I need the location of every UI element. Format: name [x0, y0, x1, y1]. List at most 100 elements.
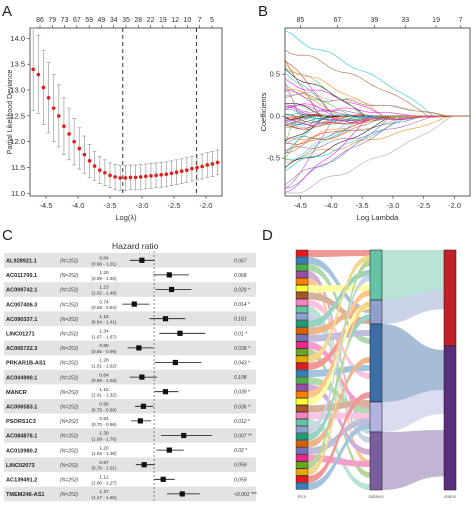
flow-left-to-middle: [308, 365, 370, 378]
lnc-node: [295, 447, 309, 455]
p-value: 0.059: [234, 463, 247, 469]
row-band: [4, 486, 256, 502]
lnc-node: [295, 412, 309, 420]
lnc-node: [295, 376, 309, 384]
ci-value: (0.99 - 1.46): [91, 276, 116, 281]
flows: [308, 250, 444, 490]
row-band: [4, 399, 256, 414]
x-tick-label: -3.5: [356, 201, 369, 210]
row-band: [4, 428, 256, 443]
hr-value: 0.80: [99, 343, 109, 349]
flow-left-to-middle: [308, 316, 370, 370]
sublev-node: [369, 323, 383, 403]
lnc-node: [295, 440, 309, 448]
axis-label-lncs: lncs: [298, 494, 307, 499]
gene-name: AC004990.1: [6, 375, 37, 381]
p-value: 0.036 *: [234, 404, 251, 410]
sample-size: (N=252): [60, 448, 79, 454]
deviance-point: [185, 168, 189, 172]
ci-value: (1.01 - 1.62): [91, 364, 116, 369]
lnc-node: [295, 313, 309, 321]
sublev-node: [369, 249, 383, 301]
top-tick-label: 7: [459, 17, 463, 24]
deviance-point: [57, 114, 61, 118]
lnc-node: [295, 334, 309, 342]
hr-square: [136, 345, 142, 351]
y-tick-label: 12.5: [10, 111, 25, 120]
hr-value: 0.82: [99, 416, 109, 422]
deviance-point: [41, 85, 46, 90]
ci-value: (0.76 - 1.01): [91, 466, 116, 471]
top-tick-label: 5: [210, 17, 214, 24]
p-value: <0.001 ***: [234, 492, 258, 498]
p-value: 0.014 *: [234, 302, 251, 308]
deviance-point: [164, 172, 169, 177]
flow-left-to-middle: [308, 377, 370, 414]
top-tick-label: 33: [401, 17, 409, 24]
hr-square: [168, 286, 175, 293]
panel-label-d: D: [262, 227, 273, 244]
x-tick-label: -2.5: [417, 201, 430, 210]
x-tick-label: -2.0: [200, 201, 213, 210]
top-tick-label: 19: [432, 17, 440, 24]
gene-name: AC090337.1: [6, 317, 37, 323]
hr-square: [139, 374, 145, 380]
hr-square: [172, 359, 178, 366]
lnc-node: [295, 263, 309, 271]
p-value: 0.039 *: [234, 390, 251, 396]
gene-name: AC084876.1: [6, 434, 37, 440]
p-value: 0.059: [234, 477, 247, 483]
top-tick-label: 34: [110, 17, 118, 24]
p-value: 0.01 *: [234, 331, 248, 337]
deviance-point: [215, 160, 220, 165]
p-value: 0.043 *: [234, 361, 251, 367]
panel-label-a: A: [2, 3, 12, 20]
top-tick-label: 35: [122, 17, 130, 24]
lnc-node: [295, 348, 309, 356]
top-tick-label: 22: [147, 17, 155, 24]
gene-name: LINC01271: [6, 332, 35, 338]
ci-value: (0.68 - 1.01): [91, 261, 116, 266]
coefficient-path-line: [285, 67, 470, 117]
panel-b-coefficient-path-plot: -4.5 -4.0 -3.5 -3.0 -2.5 -2.0 -0.5 0.0 0.5 85 67 39…: [259, 17, 471, 222]
deviance-point: [46, 95, 51, 100]
sublev-node: [369, 299, 383, 325]
p-value: 0.108: [234, 375, 247, 381]
gene-name: AC007406.3: [6, 302, 37, 308]
deviance-point: [31, 67, 35, 72]
lnc-node: [295, 362, 309, 370]
flow-middle-to-right: [382, 390, 444, 432]
ci-value: (1.01 - 1.32): [91, 393, 116, 398]
flow-left-to-middle: [308, 250, 370, 258]
lnc-node: [295, 341, 309, 349]
y-tick-label: 13.5: [10, 60, 25, 69]
sample-size: (N=252): [60, 390, 79, 396]
lnc-node: [295, 482, 309, 490]
sample-size: (N=252): [60, 405, 79, 411]
lnc-node: [295, 285, 309, 292]
hr-value: 1.39: [99, 431, 109, 437]
hr-value: 0.74: [99, 299, 109, 305]
lnc-node: [295, 270, 309, 278]
flow-left-to-middle: [308, 264, 370, 344]
gene-name: AC010980.2: [6, 448, 37, 454]
flow-left-to-middle: [308, 419, 370, 490]
x-tick-label: -2.0: [448, 201, 461, 210]
hr-square: [177, 330, 183, 336]
gene-name: MANCR: [6, 390, 27, 396]
y-tick-label: 12.0: [10, 137, 25, 146]
x-tick-label: -3.0: [136, 201, 149, 210]
gene-name: TMEM246-AS1: [6, 492, 45, 498]
hr-square: [181, 432, 187, 439]
hr-square: [166, 272, 172, 278]
x-tick-label: -4.0: [72, 201, 85, 210]
y-tick-label: 0.5: [270, 70, 280, 79]
lnc-node: [295, 454, 309, 462]
deviance-point: [190, 166, 194, 171]
sample-size: (N=252): [60, 434, 79, 440]
sample-size: (N=252): [60, 361, 79, 367]
hr-value: 1.15: [99, 314, 109, 320]
hr-square: [179, 491, 185, 497]
axis-label-status: status: [444, 494, 457, 499]
plot-frame: [284, 27, 471, 197]
